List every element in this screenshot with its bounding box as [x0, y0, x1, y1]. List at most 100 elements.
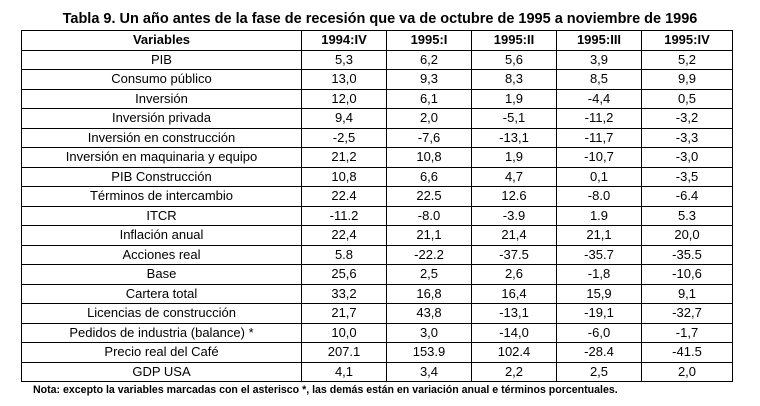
value-cell: -11,2 — [556, 108, 642, 129]
value-cell: 5,2 — [641, 49, 733, 70]
value-cell: -10,6 — [641, 264, 733, 285]
value-cell: 102.4 — [471, 342, 557, 363]
column-header-1995-ii: 1995:II — [471, 30, 557, 51]
variable-name-cell: Licencias de construcción — [21, 303, 302, 324]
table-row: PIB 5,3 6,2 5,6 3,9 5,2 — [21, 49, 733, 70]
variable-name-cell: Base — [21, 264, 302, 285]
value-cell: -13,1 — [471, 303, 557, 324]
table-row: Pedidos de industria (balance) * 10,0 3,0 -… — [21, 322, 733, 343]
variable-name-cell: Acciones real — [21, 244, 302, 265]
value-cell: 22.5 — [386, 186, 472, 207]
value-cell: 33,2 — [301, 283, 387, 304]
table-row: GDP USA 4,1 3,4 2,2 2,5 2,0 — [21, 361, 733, 382]
variable-name-cell: Consumo público — [21, 69, 302, 90]
value-cell: 0,5 — [641, 88, 733, 109]
value-cell: 21,2 — [301, 147, 387, 168]
value-cell: -35.7 — [556, 244, 642, 265]
value-cell: 2,6 — [471, 264, 557, 285]
value-cell: -5,1 — [471, 108, 557, 129]
value-cell: -7,6 — [386, 127, 472, 148]
table-row: Precio real del Café 207.1 153.9 102.4 -28.4… — [21, 342, 733, 363]
table-title: Tabla 9. Un año antes de la fase de rece… — [62, 11, 698, 27]
value-cell: -2,5 — [301, 127, 387, 148]
value-cell: 2,5 — [556, 361, 642, 382]
value-cell: 10,0 — [301, 322, 387, 343]
value-cell: -8.0 — [556, 186, 642, 207]
value-cell: 0,1 — [556, 166, 642, 187]
value-cell: -22.2 — [386, 244, 472, 265]
table-row: Inversión en construcción -2,5 -7,6 -13,1 -1… — [21, 127, 733, 148]
value-cell: 2,5 — [386, 264, 472, 285]
value-cell: 1,9 — [471, 147, 557, 168]
variable-name-cell: Inversión — [21, 88, 302, 109]
value-cell: 21,1 — [556, 225, 642, 246]
header-row: Variables 1994:IV 1995:I 1995:II 1995:II… — [21, 30, 733, 51]
value-cell: 3,4 — [386, 361, 472, 382]
value-cell: 5.8 — [301, 244, 387, 265]
table-row: Términos de intercambio 22.4 22.5 12.6 -8.0-… — [21, 186, 733, 207]
value-cell: 3,0 — [386, 322, 472, 343]
value-cell: -6.4 — [641, 186, 733, 207]
value-cell: 5.3 — [641, 205, 733, 226]
value-cell: -11.2 — [301, 205, 387, 226]
value-cell: 6,1 — [386, 88, 472, 109]
value-cell: 2,0 — [641, 361, 733, 382]
variable-name-cell: Cartera total — [21, 283, 302, 304]
value-cell: -6,0 — [556, 322, 642, 343]
value-cell: -4,4 — [556, 88, 642, 109]
table-row: Inversión privada 9,4 2,0 -5,1 -11,2 -3,2 — [21, 108, 733, 129]
value-cell: 21,4 — [471, 225, 557, 246]
value-cell: 153.9 — [386, 342, 472, 363]
value-cell: -11,7 — [556, 127, 642, 148]
table-row: Inflación anual 22,4 21,1 21,4 21,1 20,0 — [21, 225, 733, 246]
value-cell: 8,3 — [471, 69, 557, 90]
column-header-1995-i: 1995:I — [386, 30, 472, 51]
value-cell: -3,2 — [641, 108, 733, 129]
variable-name-cell: PIB Construcción — [21, 166, 302, 187]
value-cell: 10,8 — [386, 147, 472, 168]
table-body: PIB 5,3 6,2 5,6 3,9 5,2 Consumo público 13,0 9,3… — [21, 49, 733, 382]
value-cell: 3,9 — [556, 49, 642, 70]
value-cell: 5,3 — [301, 49, 387, 70]
value-cell: 15,9 — [556, 283, 642, 304]
value-cell: -41.5 — [641, 342, 733, 363]
table-row: Inversión 12,0 6,1 1,9 -4,4 0,5 — [21, 88, 733, 109]
variable-name-cell: Inversión en maquinaria y equipo — [21, 147, 302, 168]
value-cell: 20,0 — [641, 225, 733, 246]
variable-name-cell: Inversión privada — [21, 108, 302, 129]
value-cell: 8,5 — [556, 69, 642, 90]
table-row: ITCR -11.2 -8.0 -3.9 1.9 5.3 — [21, 205, 733, 226]
value-cell: 2,2 — [471, 361, 557, 382]
variable-name-cell: GDP USA — [21, 361, 302, 382]
value-cell: -10,7 — [556, 147, 642, 168]
value-cell: 6,6 — [386, 166, 472, 187]
value-cell: 1,9 — [471, 88, 557, 109]
value-cell: -13,1 — [471, 127, 557, 148]
variable-name-cell: Términos de intercambio — [21, 186, 302, 207]
variable-name-cell: Inversión en construcción — [21, 127, 302, 148]
value-cell: -3,5 — [641, 166, 733, 187]
value-cell: 2,0 — [386, 108, 472, 129]
value-cell: 207.1 — [301, 342, 387, 363]
table-row: Inversión en maquinaria y equipo 21,2 10,8… — [21, 147, 733, 168]
value-cell: 5,6 — [471, 49, 557, 70]
column-header-1995-iv: 1995:IV — [641, 30, 733, 51]
variable-name-cell: Pedidos de industria (balance) * — [21, 322, 302, 343]
value-cell: 9,4 — [301, 108, 387, 129]
table-row: Consumo público 13,0 9,3 8,3 8,5 9,9 — [21, 69, 733, 90]
value-cell: 21,1 — [386, 225, 472, 246]
value-cell: 16,8 — [386, 283, 472, 304]
value-cell: 22,4 — [301, 225, 387, 246]
value-cell: -28.4 — [556, 342, 642, 363]
value-cell: 16,4 — [471, 283, 557, 304]
value-cell: 9,9 — [641, 69, 733, 90]
value-cell: 6,2 — [386, 49, 472, 70]
value-cell: 10,8 — [301, 166, 387, 187]
table-row: Acciones real 5.8 -22.2 -37.5 -35.7 -35.5 — [21, 244, 733, 265]
value-cell: 25,6 — [301, 264, 387, 285]
value-cell: -3,0 — [641, 147, 733, 168]
value-cell: 43,8 — [386, 303, 472, 324]
column-header-1994-iv: 1994:IV — [301, 30, 387, 51]
value-cell: 4,1 — [301, 361, 387, 382]
variable-name-cell: Inflación anual — [21, 225, 302, 246]
